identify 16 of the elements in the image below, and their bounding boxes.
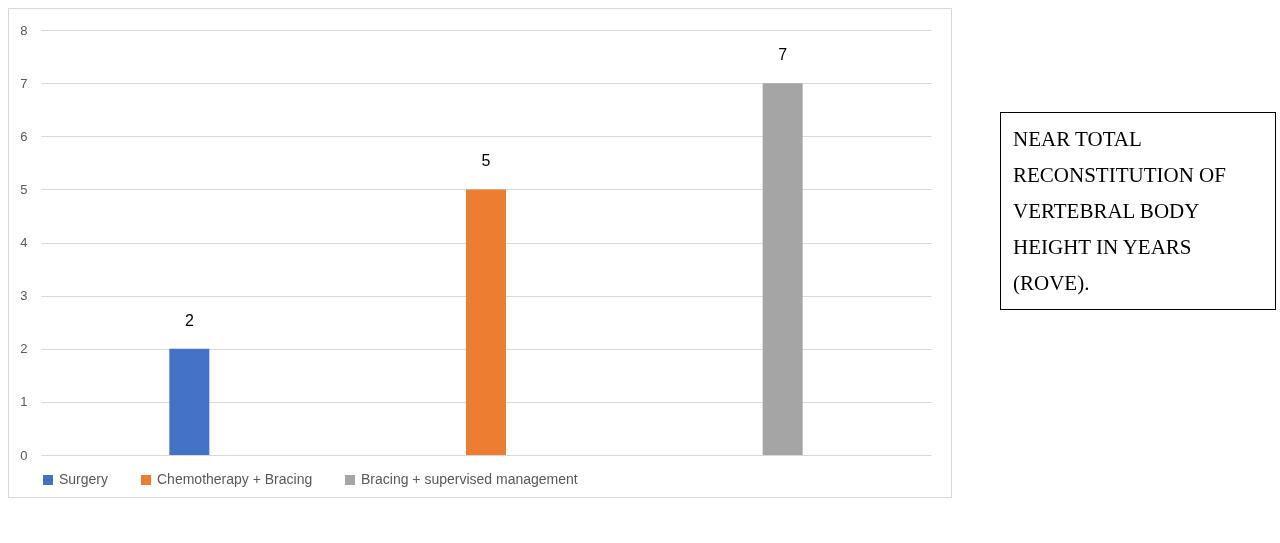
data-label: 5 (481, 152, 491, 170)
y-tick-label: 0 (20, 447, 28, 463)
y-tick-label: 2 (20, 341, 28, 357)
legend-label: Chemotherapy + Bracing (157, 471, 313, 487)
y-tick-label: 4 (20, 235, 28, 250)
data-label: 7 (778, 46, 788, 64)
legend-label: Surgery (59, 471, 109, 487)
y-tick-label: 8 (20, 22, 28, 38)
y-tick-label: 6 (20, 128, 28, 144)
legend-label: Bracing + supervised management (361, 471, 578, 487)
y-tick-label: 3 (20, 288, 28, 304)
y-tick-label: 1 (20, 394, 28, 410)
y-tick-label: 5 (20, 181, 28, 197)
text: NEAR TOTAL RECONSTITUTION OF VERTEBRAL BODY HEIGHT IN YEARS (ROVE). (1000, 112, 1276, 310)
y-tick-label: 7 (20, 75, 28, 91)
data-label: 2 (184, 311, 194, 329)
